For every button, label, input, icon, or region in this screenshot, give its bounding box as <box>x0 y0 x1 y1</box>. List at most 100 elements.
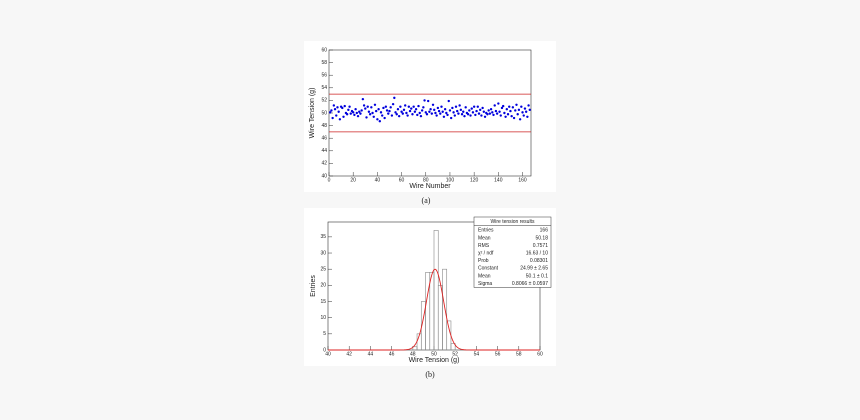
point <box>335 114 338 117</box>
point <box>442 115 446 118</box>
point <box>472 105 476 108</box>
point <box>395 113 398 116</box>
point <box>407 105 411 108</box>
point <box>419 114 423 118</box>
point <box>470 107 473 110</box>
point <box>511 106 515 109</box>
stats-label: Mean <box>478 273 491 279</box>
point <box>486 113 489 116</box>
point <box>509 109 512 113</box>
x-tick-label: 60 <box>399 177 405 183</box>
x-tick-label: 52 <box>452 351 458 357</box>
point <box>348 105 351 108</box>
point <box>478 108 482 112</box>
point <box>399 105 402 108</box>
x-tick-label: 140 <box>494 177 503 183</box>
point <box>522 114 525 117</box>
point <box>431 103 435 107</box>
point <box>342 115 345 118</box>
stats-label: Sigma <box>478 281 492 287</box>
point <box>504 115 507 118</box>
y-tick-label: 56 <box>321 73 327 79</box>
point <box>361 97 365 101</box>
point <box>402 108 406 112</box>
point <box>406 114 409 117</box>
point <box>440 105 443 108</box>
point <box>506 113 510 116</box>
stats-value: 0.8066 ± 0.0597 <box>512 281 548 287</box>
point <box>492 113 495 117</box>
point <box>526 115 529 118</box>
point <box>497 102 500 105</box>
point <box>382 106 385 110</box>
x-tick-label: 80 <box>423 177 429 183</box>
stats-label: Constant <box>478 266 499 272</box>
x-tick-label: 40 <box>325 351 331 357</box>
point <box>430 112 434 115</box>
point <box>521 111 524 114</box>
point <box>514 109 517 112</box>
point <box>495 112 499 115</box>
point <box>396 108 400 111</box>
y-tick-label: 42 <box>321 161 327 167</box>
point <box>370 106 373 109</box>
point <box>354 108 357 111</box>
point <box>435 114 438 117</box>
point <box>418 111 421 115</box>
point <box>483 115 487 118</box>
point <box>405 111 408 115</box>
point <box>452 111 455 114</box>
point <box>505 108 509 111</box>
point <box>446 113 449 117</box>
point <box>447 99 450 103</box>
stats-label: RMS <box>478 243 490 249</box>
point <box>366 105 369 108</box>
y-tick-label: 40 <box>321 173 327 179</box>
stats-value: 16.63 / 10 <box>526 251 548 257</box>
y-tick-label: 0 <box>323 347 326 353</box>
point <box>425 113 429 116</box>
point <box>500 106 504 110</box>
y-tick-label: 25 <box>320 267 326 273</box>
panel-a <box>304 41 556 192</box>
point <box>349 112 352 115</box>
x-tick-label: 60 <box>537 351 543 357</box>
point <box>512 116 516 120</box>
point <box>341 106 344 110</box>
point <box>345 113 349 116</box>
point <box>528 108 531 112</box>
point <box>343 104 346 108</box>
point <box>411 113 414 116</box>
point <box>353 113 356 117</box>
y-tick-label: 50 <box>321 110 327 116</box>
y-tick-label: 54 <box>321 85 327 91</box>
point <box>332 104 336 107</box>
point <box>426 99 430 103</box>
point <box>515 103 518 107</box>
x-tick-label: 0 <box>328 177 331 183</box>
point <box>358 110 361 113</box>
point <box>347 108 350 112</box>
y-axis-label: Wire Tension (g) <box>309 88 316 139</box>
point <box>337 110 340 113</box>
x-tick-label: 44 <box>368 351 374 357</box>
point <box>365 116 368 119</box>
point <box>456 109 459 113</box>
stats-value: 24.99 ± 2.65 <box>520 266 548 272</box>
point <box>434 111 437 115</box>
x-tick-label: 50 <box>431 351 437 357</box>
point <box>453 114 456 117</box>
point <box>475 109 478 113</box>
point <box>424 111 427 114</box>
stats-value: 50.1 ± 0.1 <box>526 273 548 279</box>
x-tick-label: 48 <box>410 351 416 357</box>
point <box>443 108 447 111</box>
x-tick-label: 40 <box>375 177 381 183</box>
x-tick-label: 56 <box>495 351 501 357</box>
x-tick-label: 46 <box>389 351 395 357</box>
point <box>422 106 425 109</box>
x-tick-label: 120 <box>470 177 479 183</box>
point <box>481 106 484 110</box>
point <box>371 111 374 115</box>
point <box>429 108 432 111</box>
